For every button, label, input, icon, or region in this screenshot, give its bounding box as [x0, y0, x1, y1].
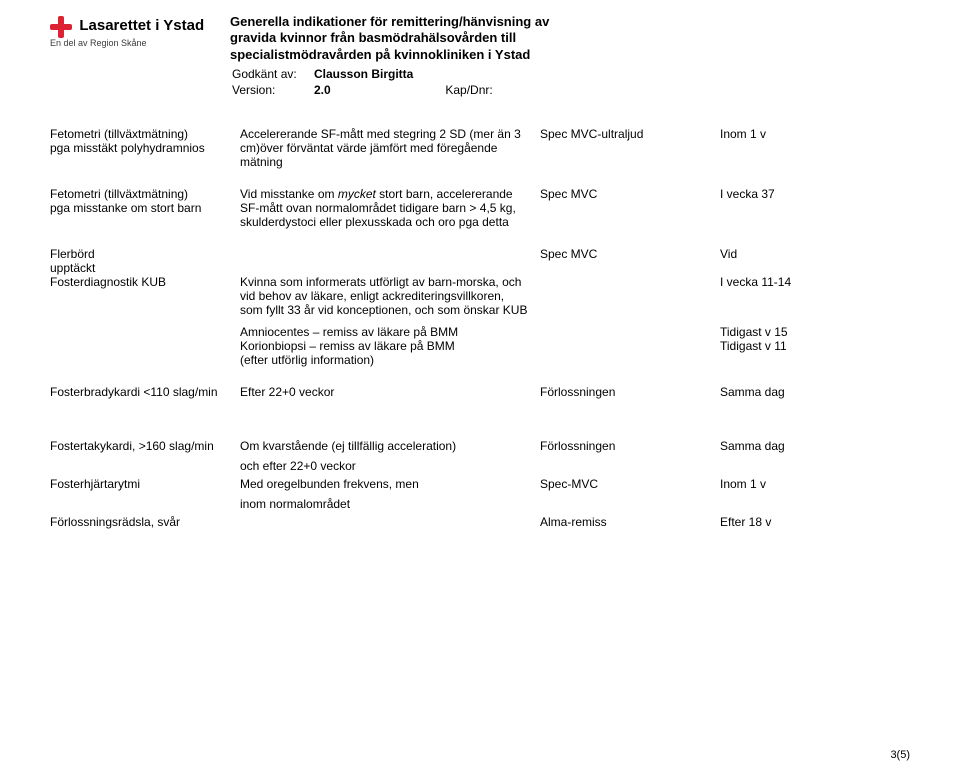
r3-col4: Vid: [720, 247, 910, 275]
doc-title-line2: gravida kvinnor från basmödrahälsovården…: [230, 30, 910, 46]
r2-col2: Vid misstanke om mycket stort barn, acce…: [240, 187, 540, 229]
r2-col1: Fetometri (tillväxtmätning) pga misstank…: [50, 187, 240, 229]
spacer: [50, 417, 910, 439]
logo-subtitle: En del av Region Skåne: [50, 38, 210, 48]
r8-col2: [240, 515, 540, 529]
r5-col3: Förlossningen: [540, 385, 720, 399]
r1-col4: Inom 1 v: [720, 127, 910, 169]
r4b-c2a: Amniocentes – remiss av läkare på BMM: [240, 325, 528, 339]
r7-c2a: Med oregelbunden frekvens, men: [240, 477, 528, 491]
r1-col2: Accelererande SF-mått med stegring 2 SD …: [240, 127, 540, 169]
r8-col3: Alma-remiss: [540, 515, 720, 529]
page-number: 3(5): [890, 749, 910, 761]
cross-icon: [50, 16, 72, 38]
row-fosterhjartarytmi: Fosterhjärtarytmi Med oregelbunden frekv…: [50, 477, 910, 511]
r6-c2b: och efter 22+0 veckor: [240, 459, 528, 473]
r2-c2-italic: mycket: [338, 187, 376, 201]
r5-col4: Samma dag: [720, 385, 910, 399]
r4b-col3: [540, 325, 720, 367]
row-fetometri-stort: Fetometri (tillväxtmätning) pga misstank…: [50, 187, 910, 229]
document-header: Lasarettet i Ystad En del av Region Skån…: [50, 10, 910, 99]
r1-col1: Fetometri (tillväxtmätning) pga misstäkt…: [50, 127, 240, 169]
row-fetometri-poly: Fetometri (tillväxtmätning) pga misstäkt…: [50, 127, 910, 169]
r2-c1a: Fetometri (tillväxtmätning): [50, 187, 228, 201]
row-forlossningsradsla: Förlossningsrädsla, svår Alma-remiss Eft…: [50, 515, 910, 529]
approved-key: Godkänt av:: [232, 67, 312, 81]
r5-col1: Fosterbradykardi <110 slag/min: [50, 385, 240, 399]
doc-meta: Generella indikationer för remittering/h…: [230, 10, 910, 99]
r3-col2: [240, 247, 540, 275]
r3-c1a: Flerbörd: [50, 247, 228, 261]
r7-col1: Fosterhjärtarytmi: [50, 477, 240, 511]
r4b-c2c: (efter utförlig information): [240, 353, 528, 367]
r1-col3: Spec MVC-ultraljud: [540, 127, 720, 169]
r1-c1b: pga misstäkt polyhydramnios: [50, 141, 228, 155]
r8-col1: Förlossningsrädsla, svår: [50, 515, 240, 529]
r4b-col2: Amniocentes – remiss av läkare på BMM Ko…: [240, 325, 540, 367]
r2-c1b: pga misstanke om stort barn: [50, 201, 228, 215]
row-fosterbradykardi: Fosterbradykardi <110 slag/min Efter 22+…: [50, 385, 910, 399]
r4-col3: [540, 275, 720, 317]
row-fosterdiagnostik-extra: Amniocentes – remiss av läkare på BMM Ko…: [50, 325, 910, 367]
version-key: Version:: [232, 83, 312, 97]
approved-val: Clausson Birgitta: [314, 67, 443, 81]
doc-title-line1: Generella indikationer för remittering/h…: [230, 14, 910, 30]
version-val: 2.0: [314, 83, 443, 97]
r6-col1: Fostertakykardi, >160 slag/min: [50, 439, 240, 473]
doc-title-line3: specialistmödravården på kvinnokliniken …: [230, 47, 910, 63]
kapdnr-key: Kap/Dnr:: [445, 83, 525, 97]
r3-c1b: upptäckt: [50, 261, 228, 275]
r5-col2: Efter 22+0 veckor: [240, 385, 540, 399]
r7-col3: Spec-MVC: [540, 477, 720, 511]
r4-col4: I vecka 11-14: [720, 275, 910, 317]
r3-col1: Flerbörd upptäckt: [50, 247, 240, 275]
r1-c1a: Fetometri (tillväxtmätning): [50, 127, 228, 141]
r8-col4: Efter 18 v: [720, 515, 910, 529]
r4-col1: Fosterdiagnostik KUB: [50, 275, 240, 317]
logo-brand-text: Lasarettet i Ystad: [79, 17, 204, 34]
r6-col3: Förlossningen: [540, 439, 720, 473]
row-fosterdiagnostik: Fosterdiagnostik KUB Kvinna som informer…: [50, 275, 910, 317]
r7-c2b: inom normalområdet: [240, 497, 528, 511]
r2-col4: I vecka 37: [720, 187, 910, 229]
doc-meta-table: Godkänt av: Clausson Birgitta Version: 2…: [230, 65, 527, 99]
r4b-c4b: Tidigast v 11: [720, 339, 910, 353]
r4b-c2b: Korionbiopsi – remiss av läkare på BMM: [240, 339, 528, 353]
r4b-col4: Tidigast v 15 Tidigast v 11: [720, 325, 910, 367]
logo-brand: Lasarettet i Ystad: [50, 16, 210, 38]
logo-block: Lasarettet i Ystad En del av Region Skån…: [50, 10, 210, 99]
r3-col3: Spec MVC: [540, 247, 720, 275]
r4-col2: Kvinna som informerats utförligt av barn…: [240, 275, 540, 317]
r7-col2: Med oregelbunden frekvens, men inom norm…: [240, 477, 540, 511]
r2-c2a: Vid misstanke om: [240, 187, 338, 201]
r7-col4: Inom 1 v: [720, 477, 910, 511]
row-fostertakykardi: Fostertakykardi, >160 slag/min Om kvarst…: [50, 439, 910, 473]
r2-col3: Spec MVC: [540, 187, 720, 229]
r6-c2a: Om kvarstående (ej tillfällig accelerati…: [240, 439, 528, 453]
r4b-col1: [50, 325, 240, 367]
r6-col2: Om kvarstående (ej tillfällig accelerati…: [240, 439, 540, 473]
r4b-c4a: Tidigast v 15: [720, 325, 910, 339]
r6-col4: Samma dag: [720, 439, 910, 473]
row-flerbord: Flerbörd upptäckt Spec MVC Vid: [50, 247, 910, 275]
